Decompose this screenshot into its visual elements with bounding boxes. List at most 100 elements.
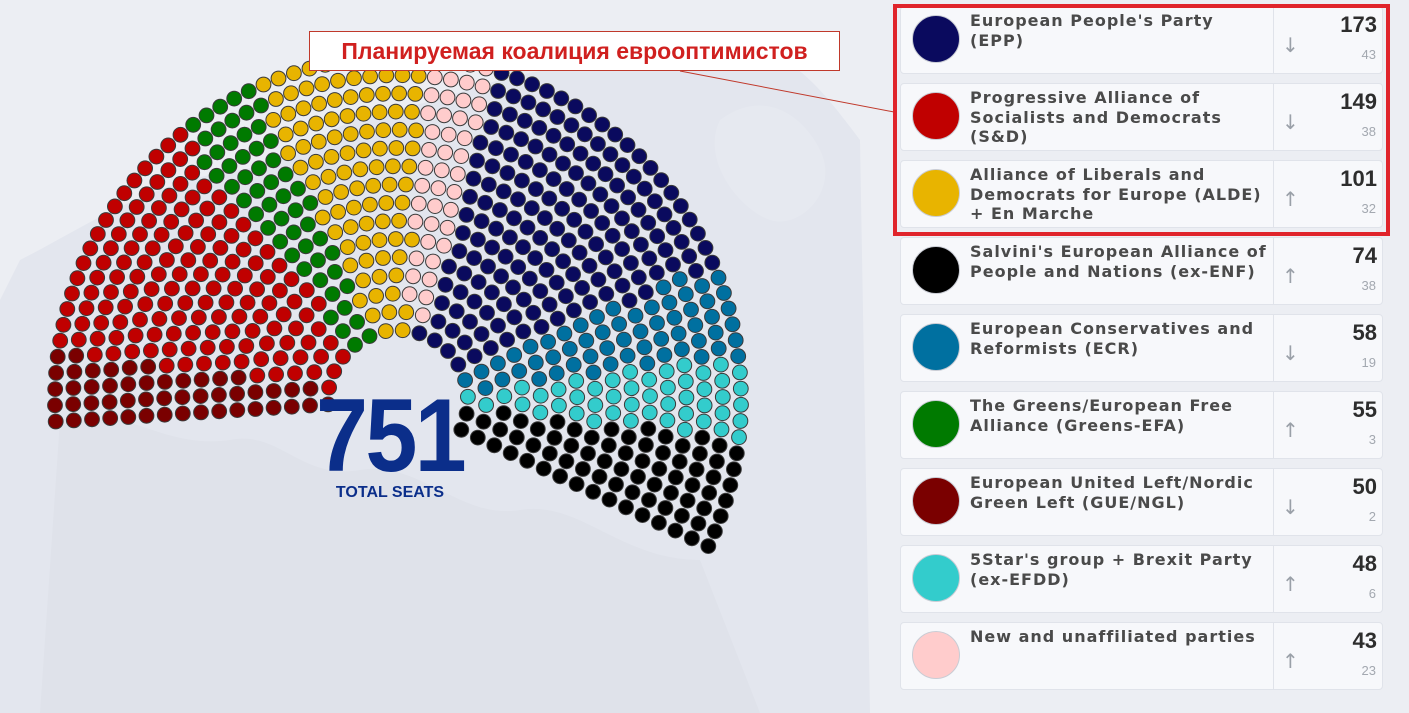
party-row[interactable]: European United Left/Nordic Green Left (… — [900, 468, 1383, 536]
seat-dot — [248, 206, 265, 223]
seat-dot — [592, 186, 609, 203]
seat-dot — [214, 354, 231, 371]
seat-dot — [197, 130, 214, 147]
party-row[interactable]: New and unaffiliated parties ↑ 43 23 — [900, 622, 1383, 690]
seat-dot — [300, 334, 317, 351]
seat-dot — [119, 212, 136, 229]
seat-dot — [218, 294, 235, 311]
seat-dot — [310, 133, 327, 150]
seat-dot — [211, 387, 227, 403]
seat-dot — [327, 264, 343, 280]
seat-dot — [306, 364, 323, 381]
seat-dot — [148, 148, 165, 165]
seat-dot — [202, 252, 219, 269]
seat-dot — [616, 331, 632, 348]
seat-dot — [260, 220, 277, 236]
seat-dot — [298, 282, 315, 299]
seat-dot — [690, 225, 706, 242]
seat-dot — [497, 248, 514, 265]
seat-dot — [255, 76, 272, 93]
seat-dot — [582, 294, 598, 311]
seat-dot — [433, 162, 450, 179]
seat-dot — [346, 199, 362, 216]
seat-dot — [604, 227, 621, 244]
seat-dot — [585, 364, 602, 381]
seat-dot — [480, 258, 496, 275]
seat-dot — [190, 309, 207, 326]
party-row[interactable]: European Conservatives and Reformists (E… — [900, 314, 1383, 382]
seat-dot — [493, 268, 510, 285]
seat-dot — [466, 293, 483, 310]
party-row[interactable]: The Greens/European Free Alliance (Green… — [900, 391, 1383, 459]
seat-dot — [272, 233, 289, 250]
seat-dot — [554, 200, 570, 217]
seat-dot — [280, 145, 297, 162]
party-row[interactable]: Progressive Alliance of Socialists and D… — [900, 83, 1383, 151]
seat-dot — [394, 194, 411, 211]
seat-dot — [514, 379, 530, 396]
seat-dot — [196, 154, 213, 171]
seat-dot — [414, 307, 431, 324]
seat-dot — [324, 245, 341, 261]
seat-dot — [314, 209, 331, 226]
seat-dot — [492, 202, 508, 218]
party-row[interactable]: European People's Party (EPP) ↓ 173 43 — [900, 6, 1383, 74]
seat-dot — [473, 213, 490, 230]
seat-dot — [614, 157, 631, 174]
seat-dot — [603, 421, 620, 438]
seat-dot — [371, 104, 388, 121]
party-row[interactable]: Salvini's European Alliance of People an… — [900, 237, 1383, 305]
seat-dot — [381, 304, 398, 321]
seat-dot — [598, 286, 615, 302]
seat-dot — [561, 341, 578, 357]
party-row[interactable]: 5Star's group + Brexit Party (ex-EFDD) ↑ 4… — [900, 545, 1383, 613]
seat-dot — [109, 269, 125, 286]
seat-dot — [279, 334, 296, 351]
seat-dot — [143, 281, 160, 298]
seat-dot — [462, 313, 478, 330]
seat-dot — [69, 270, 86, 287]
seat-dot — [82, 240, 99, 257]
seat-dot — [302, 195, 319, 211]
seat-dot — [508, 429, 525, 446]
seat-dot — [502, 106, 518, 123]
seat-dot — [196, 178, 213, 195]
seat-dot — [641, 371, 658, 388]
seat-dot — [655, 279, 672, 296]
seat-dot — [488, 140, 504, 157]
party-seat-change: 19 — [1361, 355, 1376, 370]
seat-dot — [731, 429, 747, 446]
seat-dot — [509, 70, 525, 87]
party-row[interactable]: Alliance of Liberals and Democrats for E… — [900, 160, 1383, 228]
seat-dot — [138, 375, 155, 391]
seat-dot — [336, 164, 353, 181]
seat-dot — [136, 254, 153, 271]
party-seat-panel: ↓ 58 19 — [1273, 315, 1382, 381]
seat-dot — [271, 257, 288, 274]
seat-dot — [578, 332, 595, 349]
seat-dot — [349, 180, 366, 197]
party-seat-change: 38 — [1361, 124, 1376, 139]
seat-dot — [68, 347, 85, 364]
seat-dot — [649, 315, 665, 331]
seat-dot — [510, 191, 526, 208]
seat-dot — [665, 256, 681, 273]
seat-dot — [84, 411, 100, 428]
seat-dot — [475, 413, 492, 430]
seat-dot — [335, 348, 351, 365]
seat-dot — [605, 300, 622, 317]
seat-dot — [630, 201, 647, 218]
seat-dot — [199, 200, 216, 217]
seat-dot — [83, 284, 100, 301]
seat-dot — [572, 317, 589, 334]
party-seat-change: 6 — [1368, 586, 1376, 601]
seat-dot — [452, 110, 468, 127]
seat-dot — [716, 285, 732, 301]
seat-dot — [156, 406, 173, 423]
party-legend-list: European People's Party (EPP) ↓ 173 43 Progr… — [900, 6, 1383, 699]
seat-dot — [634, 507, 651, 523]
seat-dot — [371, 232, 388, 249]
seat-dot — [321, 379, 338, 396]
seat-dot — [385, 158, 401, 175]
seat-dot — [378, 195, 395, 211]
